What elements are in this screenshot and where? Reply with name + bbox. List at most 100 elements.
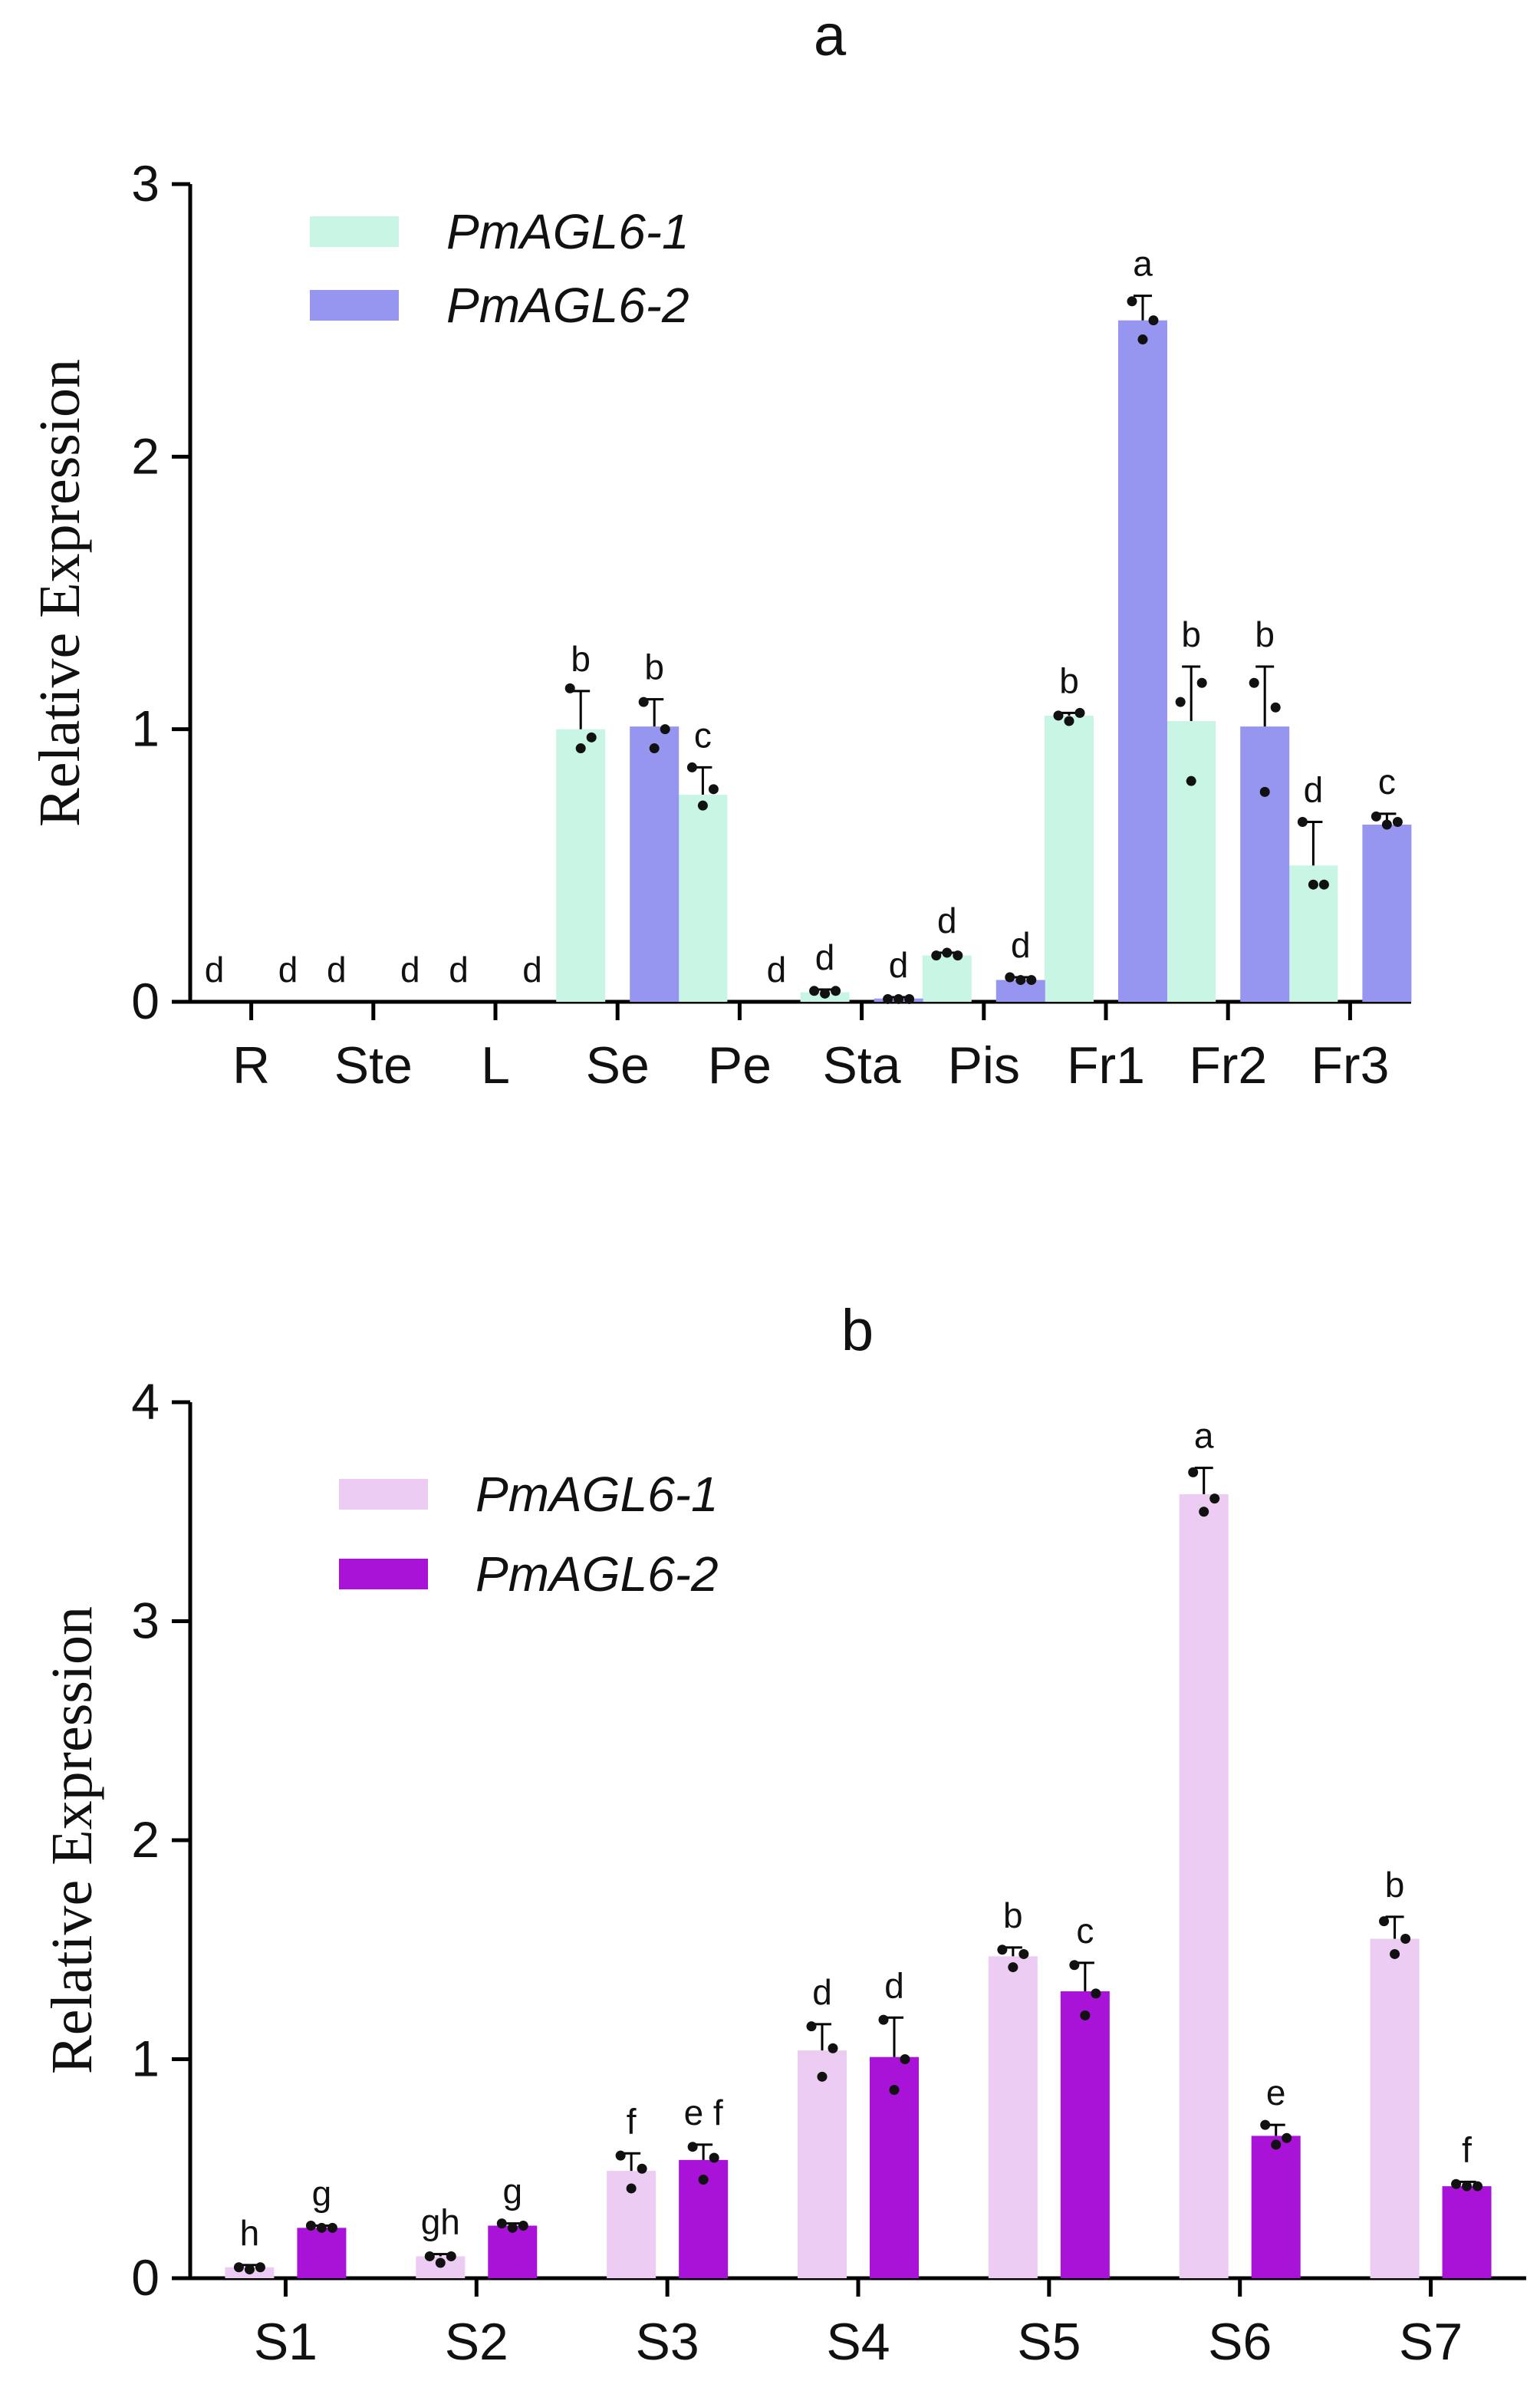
y-tick-label: 0 [131, 973, 160, 1029]
x-tick-label: Se [586, 1036, 650, 1095]
x-tick-label: Ste [334, 1036, 413, 1095]
bar [556, 729, 606, 1002]
x-tick-label: S3 [636, 2313, 699, 2371]
data-point [507, 2222, 518, 2233]
bar [488, 2225, 538, 2278]
significance-letter: c [1378, 762, 1396, 802]
data-point [806, 2021, 817, 2032]
significance-letter: d [522, 950, 542, 990]
bar [1370, 1938, 1420, 2278]
bar [297, 2228, 347, 2278]
significance-letter: f [1462, 2129, 1472, 2169]
data-point [953, 950, 963, 961]
y-tick-label: 3 [131, 1592, 160, 1649]
x-tick-label: Pis [948, 1036, 1020, 1095]
data-point [1005, 972, 1015, 983]
chart-b: b Relative Expression 0 1 2 3 4 S1 S2 S3 S4 S5 S6 S7 h… [40, 1298, 1526, 2371]
significance-letter: d [815, 937, 835, 977]
data-point [244, 2264, 255, 2275]
significance-letter: d [449, 950, 469, 990]
data-point [1137, 334, 1148, 345]
x-tick-label: S2 [445, 2313, 508, 2371]
x-tick-label: Sta [823, 1036, 901, 1095]
data-point [327, 2222, 337, 2233]
bar [1240, 726, 1290, 1002]
data-point [1026, 975, 1037, 986]
data-point [889, 2084, 900, 2095]
significance-letter: a [1194, 1416, 1214, 1456]
data-point [615, 2150, 626, 2161]
data-point [233, 2262, 244, 2273]
panel-title: b [841, 1298, 874, 1363]
data-point [997, 1945, 1008, 1955]
significance-letter: d [400, 950, 420, 990]
panel-title: a [814, 3, 847, 68]
data-point [446, 2251, 456, 2261]
data-point [626, 2183, 637, 2194]
data-point [1199, 1507, 1209, 1517]
bar [1060, 1991, 1110, 2278]
data-point [1400, 1933, 1411, 1944]
data-point [1064, 716, 1074, 726]
data-point [1297, 816, 1308, 827]
data-point [1018, 1948, 1029, 1959]
x-tick-label: Fr3 [1311, 1036, 1389, 1095]
significance-letter: b [571, 639, 591, 679]
significance-letter: b [1255, 614, 1275, 654]
significance-letter: b [644, 647, 664, 687]
bar [1179, 1493, 1229, 2278]
data-point [1080, 2010, 1091, 2020]
data-point [1392, 816, 1403, 827]
significance-letter: e [1266, 2073, 1286, 2113]
data-point [1209, 1493, 1220, 1504]
data-point [1074, 707, 1085, 718]
bar [988, 1956, 1038, 2278]
legend-label: PmAGL6-2 [475, 1546, 719, 1602]
x-tick-label: S6 [1208, 2313, 1272, 2371]
data-point [1379, 1916, 1390, 1927]
data-point [1271, 2139, 1282, 2150]
data-point [575, 743, 586, 754]
data-point [1390, 1948, 1400, 1959]
data-point [1318, 879, 1329, 890]
significance-letter: d [1304, 769, 1324, 809]
x-tick-label: Pe [708, 1036, 772, 1095]
x-tick-label: Fr2 [1189, 1036, 1267, 1095]
x-tick-label: S5 [1017, 2313, 1081, 2371]
significance-letter: b [1385, 1865, 1405, 1905]
significance-letter: d [884, 1965, 904, 2005]
significance-letter: c [694, 715, 712, 755]
legend-label: PmAGL6-1 [475, 1467, 719, 1522]
data-point [698, 2175, 709, 2185]
data-point [831, 986, 841, 996]
y-tick-label: 0 [131, 2249, 160, 2306]
significance-letter: g [502, 2172, 522, 2211]
data-point [1282, 2132, 1292, 2143]
y-tick-label: 1 [131, 700, 160, 757]
significance-letter: d [1011, 925, 1031, 965]
data-point [435, 2257, 446, 2268]
data-point [1091, 1988, 1101, 1999]
data-point [1188, 1467, 1199, 1477]
data-point [1175, 697, 1186, 707]
significance-letter: b [1059, 660, 1079, 700]
bar [1045, 715, 1094, 1002]
data-point [1148, 315, 1159, 326]
data-point [1451, 2178, 1462, 2189]
data-point [1473, 2181, 1483, 2192]
data-point [1259, 786, 1270, 797]
bar [798, 2050, 847, 2278]
bar [678, 794, 728, 1002]
data-point [1053, 710, 1064, 721]
significance-letter: a [1133, 244, 1153, 284]
data-point [1260, 2119, 1271, 2130]
significance-letter: d [812, 1972, 832, 2012]
data-point [1008, 1962, 1018, 1973]
data-point [649, 743, 660, 754]
legend-label: PmAGL6-2 [446, 278, 689, 333]
x-tick-label: Fr1 [1067, 1036, 1145, 1095]
data-point [1462, 2181, 1473, 2192]
data-point [697, 800, 708, 811]
data-point [809, 986, 820, 996]
